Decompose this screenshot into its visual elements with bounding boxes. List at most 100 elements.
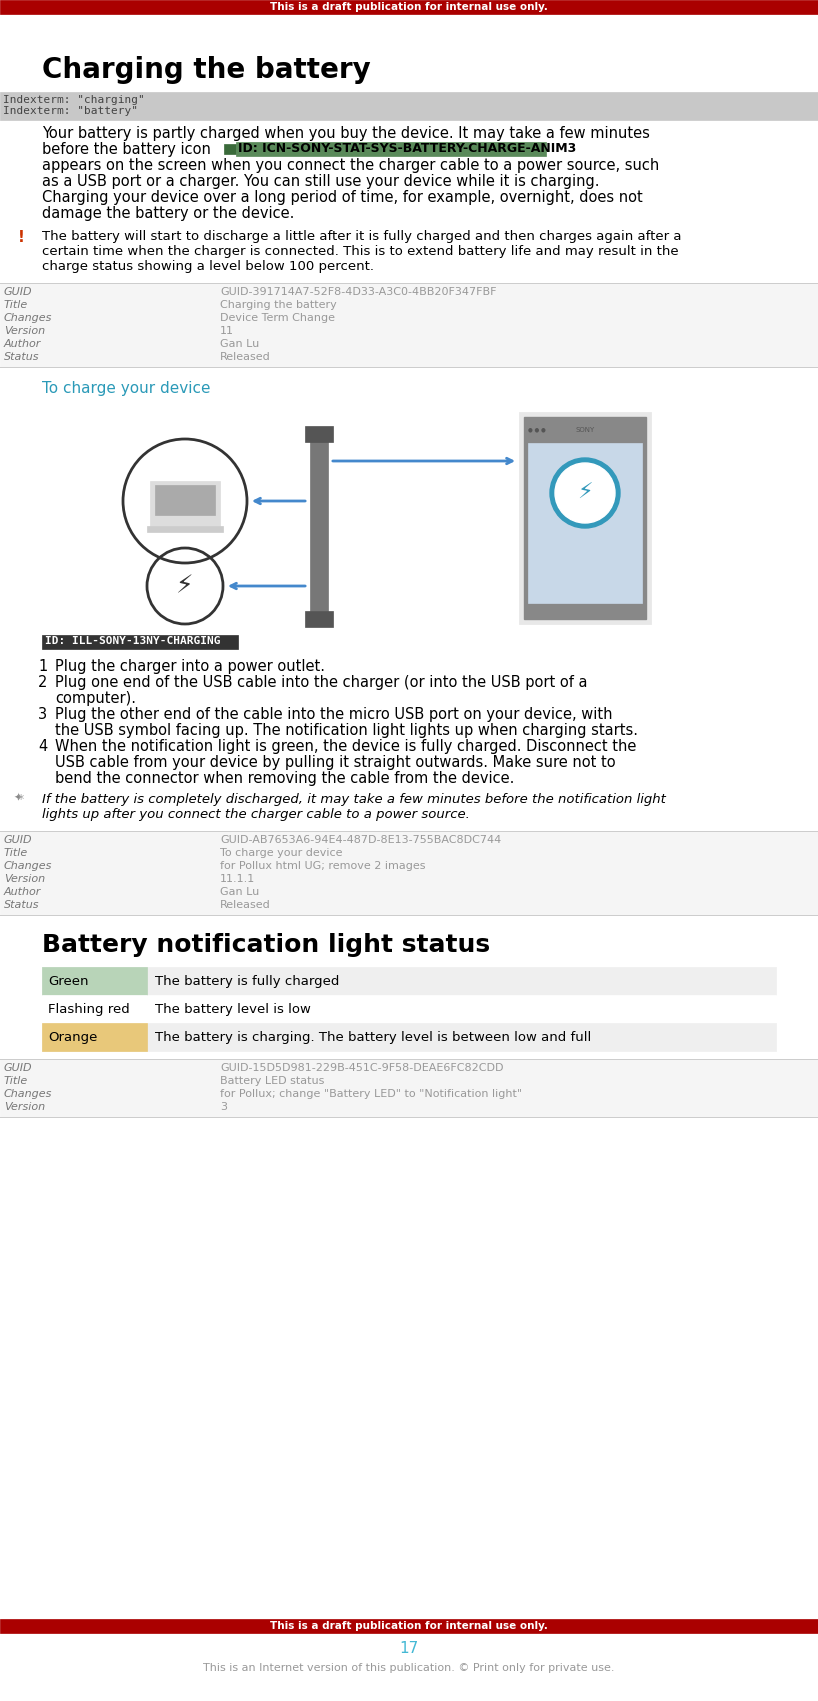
- Bar: [42, 995, 147, 1022]
- Text: Author: Author: [4, 886, 42, 896]
- Text: 4: 4: [38, 738, 47, 754]
- Text: Changes: Changes: [4, 313, 52, 323]
- Text: Status: Status: [4, 900, 39, 910]
- Text: Charging the battery: Charging the battery: [220, 299, 337, 310]
- Text: GUID: GUID: [4, 1063, 33, 1073]
- Text: computer).: computer).: [55, 691, 136, 706]
- Text: 11.1.1: 11.1.1: [220, 874, 255, 885]
- Text: Title: Title: [4, 299, 29, 310]
- Text: Orange: Orange: [48, 1031, 97, 1043]
- Text: GUID: GUID: [4, 287, 33, 298]
- Text: before the battery icon: before the battery icon: [42, 141, 211, 156]
- Text: The battery is charging. The battery level is between low and full: The battery is charging. The battery lev…: [155, 1031, 591, 1043]
- Text: ·: ·: [16, 796, 19, 805]
- Text: The battery is fully charged: The battery is fully charged: [155, 975, 339, 988]
- Text: Battery LED status: Battery LED status: [220, 1077, 325, 1085]
- Text: Changes: Changes: [4, 1089, 52, 1099]
- Text: Green: Green: [48, 975, 88, 988]
- Bar: [0, 92, 818, 121]
- Bar: [528, 442, 642, 602]
- Text: 1: 1: [38, 658, 47, 674]
- Text: lights up after you connect the charger cable to a power source.: lights up after you connect the charger …: [42, 808, 470, 822]
- Text: Battery notification light status: Battery notification light status: [42, 934, 490, 958]
- Text: as a USB port or a charger. You can still use your device while it is charging.: as a USB port or a charger. You can stil…: [42, 174, 600, 189]
- Text: Changes: Changes: [4, 861, 52, 871]
- Bar: [520, 413, 650, 623]
- Bar: [42, 966, 147, 995]
- Text: This is a draft publication for internal use only.: This is a draft publication for internal…: [270, 1621, 548, 1631]
- Text: appears on the screen when you connect the charger cable to a power source, such: appears on the screen when you connect t…: [42, 158, 659, 174]
- Text: To charge your device: To charge your device: [220, 849, 343, 857]
- Text: GUID-15D5D981-229B-451C-9F58-DEAE6FC82CDD: GUID-15D5D981-229B-451C-9F58-DEAE6FC82CD…: [220, 1063, 504, 1073]
- Text: damage the battery or the device.: damage the battery or the device.: [42, 206, 294, 221]
- Bar: [155, 485, 215, 515]
- Bar: [305, 611, 333, 628]
- Text: 2: 2: [38, 675, 47, 691]
- Text: Version: Version: [4, 874, 45, 885]
- Text: Device Term Change: Device Term Change: [220, 313, 335, 323]
- Bar: [236, 141, 546, 156]
- Bar: [0, 1060, 818, 1118]
- Text: ● ● ●: ● ● ●: [528, 427, 546, 432]
- Text: !: !: [18, 230, 25, 245]
- Circle shape: [550, 458, 620, 527]
- Text: To charge your device: To charge your device: [42, 381, 210, 396]
- Bar: [42, 401, 776, 631]
- Text: This is a draft publication for internal use only.: This is a draft publication for internal…: [270, 2, 548, 12]
- Text: Plug the other end of the cable into the micro USB port on your device, with: Plug the other end of the cable into the…: [55, 708, 613, 721]
- Text: Released: Released: [220, 900, 271, 910]
- Text: Version: Version: [4, 1102, 45, 1112]
- Text: for Pollux; change "Battery LED" to "Notification light": for Pollux; change "Battery LED" to "Not…: [220, 1089, 522, 1099]
- Bar: [0, 0, 818, 14]
- Text: The battery will start to discharge a little after it is fully charged and then : The battery will start to discharge a li…: [42, 230, 681, 243]
- Bar: [524, 417, 646, 619]
- Text: Flashing red: Flashing red: [48, 1002, 130, 1015]
- Text: ⚡: ⚡: [176, 573, 194, 599]
- Text: Status: Status: [4, 352, 39, 362]
- Text: ✦: ✦: [14, 793, 24, 803]
- Text: If the battery is completely discharged, it may take a few minutes before the no: If the battery is completely discharged,…: [42, 793, 666, 806]
- Text: Title: Title: [4, 1077, 29, 1085]
- Bar: [0, 282, 818, 367]
- Text: Released: Released: [220, 352, 271, 362]
- Bar: [310, 430, 328, 611]
- Text: GUID-391714A7-52F8-4D33-A3C0-4BB20F347FBF: GUID-391714A7-52F8-4D33-A3C0-4BB20F347FB…: [220, 287, 497, 298]
- Text: 11: 11: [220, 327, 234, 337]
- Text: Plug one end of the USB cable into the charger (or into the USB port of a: Plug one end of the USB cable into the c…: [55, 675, 587, 691]
- Text: the USB symbol facing up. The notification light lights up when charging starts.: the USB symbol facing up. The notificati…: [55, 723, 638, 738]
- Text: SONY: SONY: [575, 427, 595, 434]
- Text: charge status showing a level below 100 percent.: charge status showing a level below 100 …: [42, 260, 374, 272]
- Text: GUID-AB7653A6-94E4-487D-8E13-755BAC8DC744: GUID-AB7653A6-94E4-487D-8E13-755BAC8DC74…: [220, 835, 501, 845]
- Bar: [42, 995, 776, 1022]
- Text: Plug the charger into a power outlet.: Plug the charger into a power outlet.: [55, 658, 325, 674]
- Bar: [42, 1022, 147, 1051]
- Text: USB cable from your device by pulling it straight outwards. Make sure not to: USB cable from your device by pulling it…: [55, 755, 616, 771]
- Text: Gan Lu: Gan Lu: [220, 886, 259, 896]
- Text: Charging your device over a long period of time, for example, overnight, does no: Charging your device over a long period …: [42, 191, 643, 206]
- Text: 17: 17: [399, 1641, 419, 1657]
- Text: Indexterm: "charging": Indexterm: "charging": [3, 95, 145, 105]
- Text: Gan Lu: Gan Lu: [220, 338, 259, 349]
- Bar: [42, 966, 776, 995]
- Text: ⚡: ⚡: [578, 483, 593, 503]
- Text: for Pollux html UG; remove 2 images: for Pollux html UG; remove 2 images: [220, 861, 425, 871]
- Circle shape: [555, 463, 615, 522]
- Text: certain time when the charger is connected. This is to extend battery life and m: certain time when the charger is connect…: [42, 245, 679, 259]
- Bar: [147, 526, 223, 532]
- Text: This is an Internet version of this publication. © Print only for private use.: This is an Internet version of this publ…: [203, 1664, 615, 1674]
- Text: 3: 3: [220, 1102, 227, 1112]
- Text: The battery level is low: The battery level is low: [155, 1002, 311, 1015]
- Text: bend the connector when removing the cable from the device.: bend the connector when removing the cab…: [55, 771, 515, 786]
- Text: When the notification light is green, the device is fully charged. Disconnect th: When the notification light is green, th…: [55, 738, 636, 754]
- Text: *: *: [18, 793, 25, 806]
- Text: Indexterm: "battery": Indexterm: "battery": [3, 105, 138, 116]
- Bar: [42, 1022, 776, 1051]
- Bar: [42, 634, 238, 650]
- Bar: [150, 481, 220, 526]
- Bar: [224, 145, 236, 155]
- Text: Version: Version: [4, 327, 45, 337]
- Bar: [0, 832, 818, 915]
- Text: 3: 3: [38, 708, 47, 721]
- Text: Your battery is partly charged when you buy the device. It may take a few minute: Your battery is partly charged when you …: [42, 126, 649, 141]
- Text: Charging the battery: Charging the battery: [42, 56, 371, 83]
